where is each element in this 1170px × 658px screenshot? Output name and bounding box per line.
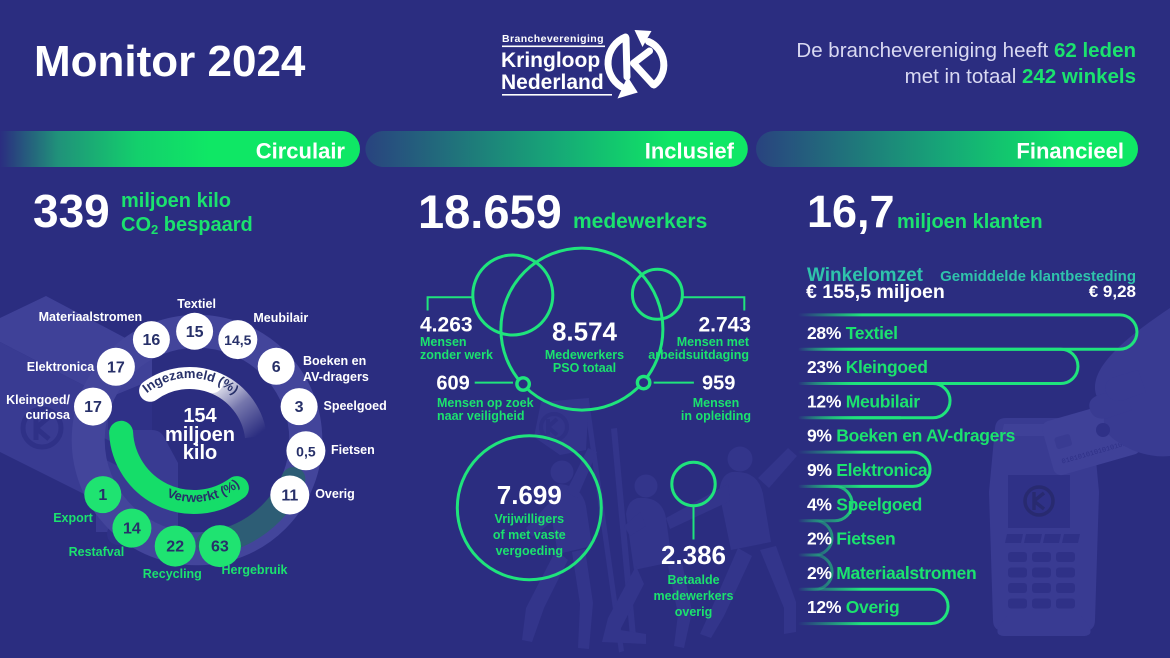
svg-text:Monitor 2024: Monitor 2024: [34, 37, 306, 86]
svg-text:0,5: 0,5: [296, 443, 316, 459]
svg-text:arbeidsuitdaging: arbeidsuitdaging: [648, 348, 749, 362]
svg-text:met in totaal 242 winkels: met in totaal 242 winkels: [905, 65, 1136, 88]
svg-text:curiosa: curiosa: [26, 408, 72, 422]
svg-text:medewerkers: medewerkers: [573, 210, 707, 233]
svg-text:Winkelomzet: Winkelomzet: [807, 265, 924, 286]
svg-text:Speelgoed: Speelgoed: [324, 399, 387, 413]
svg-text:CO2 bespaard: CO2 bespaard: [121, 214, 253, 237]
svg-text:18.659: 18.659: [418, 185, 562, 238]
svg-text:22: 22: [166, 539, 184, 556]
svg-text:3: 3: [295, 399, 304, 416]
svg-text:959: 959: [702, 372, 735, 394]
svg-text:Recycling: Recycling: [143, 567, 202, 581]
svg-text:Mensen op zoek: Mensen op zoek: [437, 396, 534, 410]
svg-text:Hergebruik: Hergebruik: [222, 563, 288, 577]
svg-text:€ 9,28: € 9,28: [1089, 282, 1136, 301]
svg-text:Branchevereniging: Branchevereniging: [502, 33, 604, 45]
svg-text:of met vaste: of met vaste: [493, 528, 566, 542]
svg-text:Boeken en: Boeken en: [303, 354, 366, 368]
svg-text:63: 63: [211, 539, 229, 556]
svg-text:16,7: 16,7: [807, 186, 895, 237]
svg-text:naar veiligheid: naar veiligheid: [437, 409, 525, 423]
svg-text:9% Elektronica: 9% Elektronica: [807, 460, 928, 480]
svg-text:Kringloop: Kringloop: [501, 49, 600, 72]
svg-text:miljoen: miljoen: [165, 424, 235, 446]
svg-text:Export: Export: [53, 511, 93, 525]
svg-text:Materiaalstromen: Materiaalstromen: [39, 310, 143, 324]
svg-text:Betaalde: Betaalde: [667, 573, 719, 587]
svg-text:15: 15: [186, 324, 204, 341]
svg-text:miljoen kilo: miljoen kilo: [121, 190, 231, 212]
svg-text:Inclusief: Inclusief: [645, 139, 735, 164]
svg-text:Financieel: Financieel: [1016, 139, 1124, 164]
svg-text:Medewerkers: Medewerkers: [545, 348, 624, 362]
svg-text:€ 155,5 miljoen: € 155,5 miljoen: [806, 281, 945, 303]
svg-text:17: 17: [84, 399, 102, 416]
svg-text:AV-dragers: AV-dragers: [303, 370, 369, 384]
svg-text:2.386: 2.386: [661, 540, 726, 570]
svg-text:28% Textiel: 28% Textiel: [807, 323, 898, 343]
svg-text:Textiel: Textiel: [177, 297, 216, 311]
svg-text:1: 1: [98, 487, 107, 504]
svg-text:kilo: kilo: [183, 442, 217, 464]
svg-text:Meubilair: Meubilair: [253, 311, 308, 325]
svg-text:4.263: 4.263: [420, 313, 473, 336]
svg-text:zonder werk: zonder werk: [420, 348, 493, 362]
svg-text:Elektronica: Elektronica: [27, 360, 95, 374]
svg-text:Fietsen: Fietsen: [331, 443, 375, 457]
svg-text:vergoeding: vergoeding: [496, 544, 563, 558]
svg-text:17: 17: [107, 359, 125, 376]
svg-text:9% Boeken en AV-dragers: 9% Boeken en AV-dragers: [807, 426, 1016, 446]
svg-text:Overig: Overig: [315, 487, 355, 501]
svg-text:12% Meubilair: 12% Meubilair: [807, 391, 920, 411]
svg-text:De branchevereniging heeft 62: De branchevereniging heeft 62 leden: [796, 39, 1136, 62]
svg-text:Gemiddelde klantbesteding: Gemiddelde klantbesteding: [940, 268, 1136, 285]
svg-text:Nederland: Nederland: [501, 71, 604, 94]
svg-text:miljoen klanten: miljoen klanten: [897, 211, 1043, 233]
svg-text:2.743: 2.743: [698, 313, 751, 336]
svg-text:PSO totaal: PSO totaal: [553, 361, 616, 375]
svg-text:in opleiding: in opleiding: [681, 409, 751, 423]
svg-text:14: 14: [123, 521, 141, 538]
svg-text:23% Kleingoed: 23% Kleingoed: [807, 357, 928, 377]
svg-text:154: 154: [183, 405, 217, 427]
svg-text:11: 11: [281, 488, 298, 505]
svg-text:2% Materiaalstromen: 2% Materiaalstromen: [807, 563, 976, 583]
svg-text:8.574: 8.574: [552, 316, 618, 346]
svg-text:4% Speelgoed: 4% Speelgoed: [807, 494, 922, 514]
svg-text:2% Fietsen: 2% Fietsen: [807, 529, 895, 549]
svg-text:Mensen: Mensen: [693, 396, 740, 410]
svg-text:339: 339: [33, 185, 110, 237]
svg-text:16: 16: [143, 332, 161, 349]
svg-text:medewerkers: medewerkers: [654, 589, 734, 603]
svg-text:Circulair: Circulair: [256, 139, 346, 164]
svg-text:12% Overig: 12% Overig: [807, 597, 899, 617]
svg-text:609: 609: [436, 372, 469, 394]
svg-text:overig: overig: [675, 605, 713, 619]
svg-text:Vrijwilligers: Vrijwilligers: [495, 512, 565, 526]
svg-text:Kleingoed/: Kleingoed/: [6, 393, 70, 407]
svg-text:14,5: 14,5: [224, 332, 251, 348]
svg-text:Mensen met: Mensen met: [677, 335, 750, 349]
svg-text:6: 6: [272, 359, 281, 376]
svg-text:Mensen: Mensen: [420, 335, 467, 349]
svg-text:7.699: 7.699: [497, 480, 562, 510]
svg-text:Restafval: Restafval: [69, 545, 125, 559]
